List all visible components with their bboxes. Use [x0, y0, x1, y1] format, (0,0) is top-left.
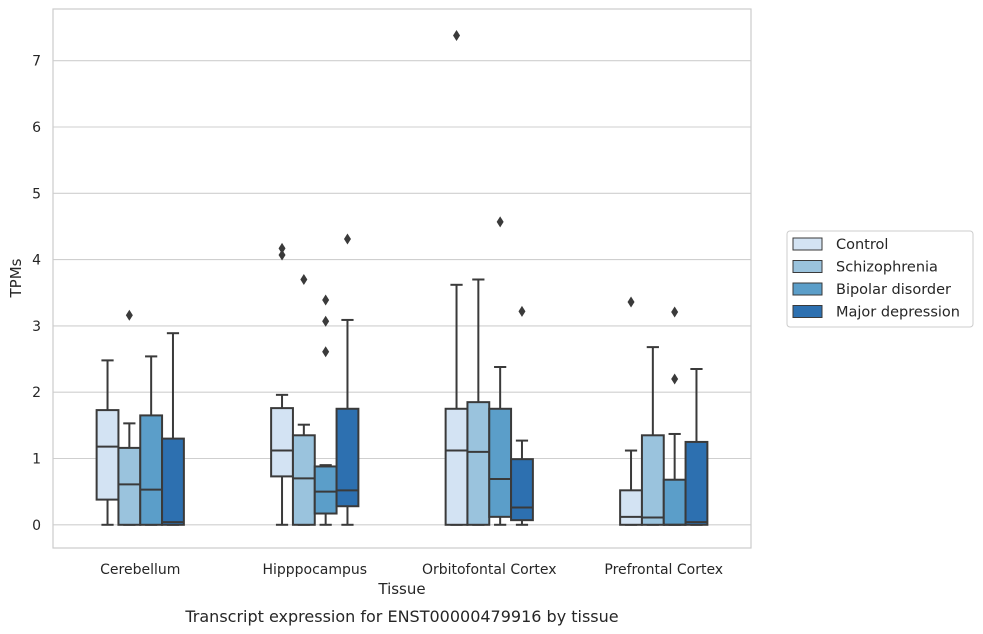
box-body: [684, 440, 709, 526]
box-schizophrenia: [466, 278, 491, 526]
y-tick-label: 6: [32, 120, 41, 136]
box-body: [313, 465, 338, 515]
box-control: [444, 30, 469, 526]
outlier-point: [322, 294, 330, 306]
box-bipolar-disorder: [488, 216, 513, 526]
y-tick-label: 4: [32, 253, 41, 269]
box-body: [291, 434, 316, 526]
x-tick-label: Prefrontal Cortex: [604, 562, 723, 578]
plot-frame: [52, 8, 752, 549]
box-major-depression: [161, 332, 185, 526]
outlier-point: [278, 242, 286, 254]
outlier-point: [496, 216, 504, 228]
y-tick-label: 7: [32, 54, 41, 70]
x-axis-title: Tissue: [377, 580, 425, 598]
x-tick-labels: Cerebellum Hipppocampus Orbitofontal Corte…: [100, 562, 723, 578]
x-tick-label: Hipppocampus: [262, 562, 367, 578]
legend-swatch: [792, 282, 823, 296]
outlier-point: [671, 306, 679, 318]
box-body: [619, 489, 643, 526]
x-tick-label: Cerebellum: [100, 562, 180, 578]
box-body: [95, 409, 120, 501]
box-major-depression: [510, 305, 534, 526]
outlier-point: [278, 249, 286, 261]
boxes: [95, 30, 709, 526]
legend: Control Schizophrenia Bipolar disorder Majo…: [786, 230, 974, 328]
legend-label: Control: [836, 237, 888, 253]
box-body: [139, 414, 164, 526]
box-body: [270, 407, 294, 478]
y-axis-title: TPMs: [7, 258, 25, 298]
legend-label: Bipolar disorder: [836, 282, 951, 298]
box-bipolar-disorder: [662, 306, 687, 526]
box-schizophrenia: [117, 309, 142, 526]
box-body: [335, 407, 360, 508]
outlier-point: [300, 273, 308, 285]
box-bipolar-disorder: [313, 294, 338, 526]
box-body: [466, 401, 491, 526]
box-body: [662, 478, 687, 526]
y-tick-label: 1: [32, 451, 41, 467]
y-tick-label: 5: [32, 186, 41, 202]
legend-swatch: [792, 305, 823, 318]
box-control: [270, 242, 294, 526]
box-body: [444, 407, 469, 526]
legend-swatch: [792, 260, 823, 273]
outlier-point: [518, 305, 526, 317]
box-major-depression: [684, 367, 709, 526]
box-control: [95, 359, 120, 526]
box-body: [640, 434, 665, 526]
outlier-point: [627, 296, 635, 308]
chart-caption: Transcript expression for ENST0000047991…: [184, 607, 618, 626]
y-tick-label: 0: [32, 518, 41, 534]
x-tick-label: Orbitofontal Cortex: [422, 562, 557, 578]
box-body: [117, 446, 142, 526]
box-bipolar-disorder: [139, 355, 164, 526]
outlier-point: [453, 30, 461, 42]
box-major-depression: [335, 233, 360, 526]
legend-swatch: [792, 237, 823, 251]
outlier-point: [322, 346, 330, 358]
y-tick-label: 2: [32, 385, 41, 401]
box-control: [619, 296, 643, 526]
legend-frame: [786, 230, 974, 328]
outlier-point: [671, 373, 679, 385]
y-tick-labels: 0 1 2 3 4 5 6 7: [32, 54, 41, 534]
y-tick-label: 3: [32, 319, 41, 335]
outlier-point: [322, 315, 330, 327]
legend-label: Major depression: [836, 305, 960, 321]
outlier-point: [125, 309, 133, 321]
box-schizophrenia: [291, 273, 316, 526]
box-schizophrenia: [640, 346, 665, 526]
outlier-point: [343, 233, 351, 245]
box-body: [510, 458, 534, 522]
box-body: [161, 437, 185, 526]
legend-label: Schizophrenia: [836, 260, 938, 276]
box-body: [488, 407, 513, 518]
